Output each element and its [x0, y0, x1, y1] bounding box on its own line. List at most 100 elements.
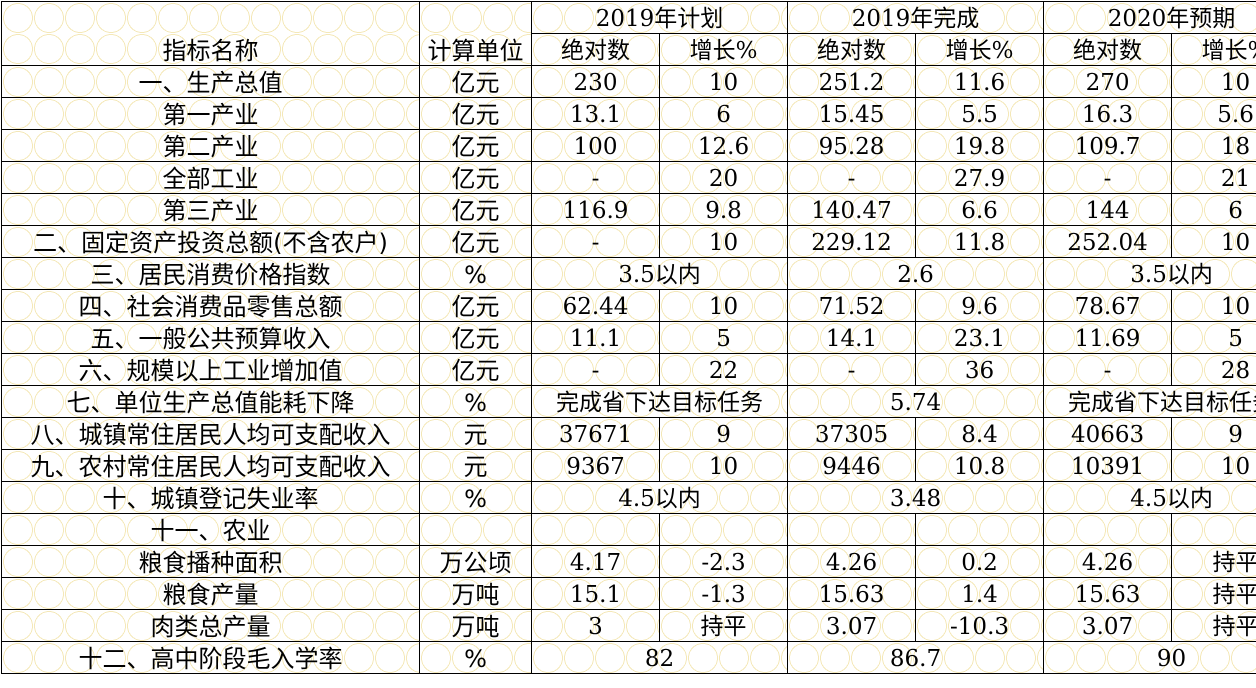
indicator-name: 第二产业 — [1, 129, 420, 162]
table-row: 七、单位生产总值能耗下降% 完成省下达目标任务 5.74 完成省下达目标任务 — [1, 385, 1256, 418]
indicator-name: 全部工业 — [1, 161, 420, 194]
growth-value-cell: 11.8 — [915, 225, 1045, 258]
growth-value-cell: 9 — [658, 417, 789, 450]
absolute-value-cell: 9367 — [531, 449, 660, 482]
table-row: 十二、高中阶段毛入学率% 82 86.7 90 — [1, 641, 1256, 674]
absolute-value-cell: 37305 — [787, 417, 917, 450]
absolute-value-cell: 62.44 — [531, 289, 660, 322]
absolute-value-cell: 15.63 — [1043, 577, 1173, 610]
growth-value-cell: 10.8 — [915, 449, 1045, 482]
header-absolute: 绝对数 — [531, 33, 660, 66]
merged-value-cell: 完成省下达目标任务 — [1043, 385, 1256, 418]
merged-value-cell: 82 — [530, 641, 789, 674]
absolute-value-cell: 78.67 — [1043, 289, 1173, 322]
growth-value-cell: 5.6 — [1171, 97, 1256, 130]
merged-value-cell: 2.6 — [787, 257, 1045, 290]
growth-value-cell: 5 — [658, 321, 789, 354]
growth-value-cell: 20 — [658, 161, 789, 194]
absolute-value-cell: 11.1 — [531, 321, 660, 354]
merged-value-cell: 3.5以内 — [1043, 257, 1256, 290]
absolute-value-cell: 230 — [531, 65, 660, 98]
absolute-value-cell: 4.17 — [531, 545, 660, 578]
absolute-value-cell: - — [787, 353, 917, 386]
absolute-value-cell: 251.2 — [787, 65, 917, 98]
merged-value-cell: 完成省下达目标任务 — [530, 385, 789, 418]
absolute-value-cell: 15.45 — [787, 97, 917, 130]
table-row: 第二产业 亿元 100 12.6 95.28 19.8 109.7 18 — [1, 129, 1256, 162]
absolute-value-cell: 3 — [531, 609, 660, 642]
indicator-name: 第一产业 — [1, 97, 420, 130]
absolute-value-cell: 40663 — [1043, 417, 1173, 450]
growth-value-cell: 9.6 — [915, 289, 1045, 322]
header-group-2019-plan: 2019年计划 — [530, 1, 789, 34]
absolute-value-cell: 14.1 — [787, 321, 917, 354]
indicator-name: 四、社会消费品零售总额 — [1, 289, 420, 322]
header-unit: 计算单位 — [419, 1, 532, 66]
absolute-value-cell: 252.04 — [1043, 225, 1173, 258]
indicator-unit: 亿元 — [419, 353, 532, 386]
growth-value-cell: 10 — [1171, 225, 1256, 258]
header-indicator-name: 指标名称 — [1, 1, 420, 66]
header-growth: 增长% — [658, 33, 789, 66]
table-row: 一、生产总值 亿元 230 10 251.2 11.6 270 10 — [1, 65, 1256, 98]
header-row-groups: 指标名称 计算单位 2019年计划 2019年完成 2020年预期 — [1, 1, 1256, 66]
indicator-name: 七、单位生产总值能耗下降 — [1, 385, 420, 418]
growth-value-cell: -2.3 — [658, 545, 789, 578]
header-row-subcolumns: 绝对数 增长% 绝对数 增长% 绝对数 增长% — [2, 33, 1256, 66]
growth-value-cell: 10 — [658, 65, 789, 98]
header-growth: 增长% — [1171, 33, 1256, 66]
absolute-value-cell: - — [531, 225, 660, 258]
indicator-name: 粮食播种面积 — [1, 545, 420, 578]
header-group-2020-expected: 2020年预期 — [1043, 1, 1256, 34]
growth-value-cell — [915, 513, 1045, 546]
indicator-name: 第三产业 — [1, 193, 420, 226]
growth-value-cell: 持平 — [1171, 545, 1256, 578]
absolute-value-cell: 95.28 — [787, 129, 917, 162]
absolute-value-cell: 100 — [531, 129, 660, 162]
indicator-unit: 万公顷 — [419, 545, 532, 578]
table-row: 第一产业 亿元 13.1 6 15.45 5.5 16.3 5.6 — [1, 97, 1256, 130]
indicator-name: 六、规模以上工业增加值 — [1, 353, 420, 386]
table-row: 第三产业 亿元 116.9 9.8 140.47 6.6 144 6 — [1, 193, 1256, 226]
indicator-unit: 万吨 — [419, 609, 532, 642]
indicator-unit: % — [419, 641, 532, 674]
header-growth: 增长% — [915, 33, 1045, 66]
growth-value-cell: 1.4 — [915, 577, 1045, 610]
indicator-name: 十、城镇登记失业率 — [1, 481, 420, 514]
growth-value-cell: 10 — [1171, 289, 1256, 322]
growth-value-cell: 持平 — [1171, 577, 1256, 610]
absolute-value-cell: 15.1 — [531, 577, 660, 610]
growth-value-cell: 0.2 — [915, 545, 1045, 578]
table-row: 二、固定资产投资总额(不含农户) 亿元 -10 229.12 11.8 252.04 10 — [1, 225, 1256, 258]
growth-value-cell: 22 — [658, 353, 789, 386]
growth-value-cell: 10 — [658, 289, 789, 322]
table-row: 粮食产量 万吨 15.1 -1.3 15.63 1.4 15.63 持平 — [1, 577, 1256, 610]
growth-value-cell: 5 — [1171, 321, 1256, 354]
growth-value-cell: 36 — [915, 353, 1045, 386]
indicator-unit: 亿元 — [419, 193, 532, 226]
indicator-unit: 亿元 — [419, 65, 532, 98]
indicator-name: 肉类总产量 — [1, 609, 420, 642]
growth-value-cell: 21 — [1171, 161, 1256, 194]
indicator-unit: 亿元 — [419, 289, 532, 322]
indicator-unit — [419, 513, 532, 546]
absolute-value-cell: - — [531, 161, 660, 194]
indicator-unit: 亿元 — [419, 97, 532, 130]
indicator-name: 二、固定资产投资总额(不含农户) — [1, 225, 420, 258]
growth-value-cell: 12.6 — [658, 129, 789, 162]
table-row: 肉类总产量 万吨 3 持平 3.07 -10.3 3.07 持平 — [1, 609, 1256, 642]
growth-value-cell: 6.6 — [915, 193, 1045, 226]
growth-value-cell: 持平 — [658, 609, 789, 642]
growth-value-cell: 10 — [1171, 65, 1256, 98]
growth-value-cell: 持平 — [1171, 609, 1256, 642]
indicator-unit: % — [419, 481, 532, 514]
growth-value-cell: 5.5 — [915, 97, 1045, 130]
absolute-value-cell: 4.26 — [1043, 545, 1173, 578]
absolute-value-cell: - — [787, 161, 917, 194]
absolute-value-cell: - — [1043, 353, 1173, 386]
table-row: 十一、农业 — [1, 513, 1256, 546]
indicator-unit: 亿元 — [419, 161, 532, 194]
indicator-table: 指标名称 计算单位 2019年计划 2019年完成 2020年预期 绝对数 增长… — [1, 1, 1256, 674]
absolute-value-cell: 37671 — [531, 417, 660, 450]
indicator-name: 八、城镇常住居民人均可支配收入 — [1, 417, 420, 450]
